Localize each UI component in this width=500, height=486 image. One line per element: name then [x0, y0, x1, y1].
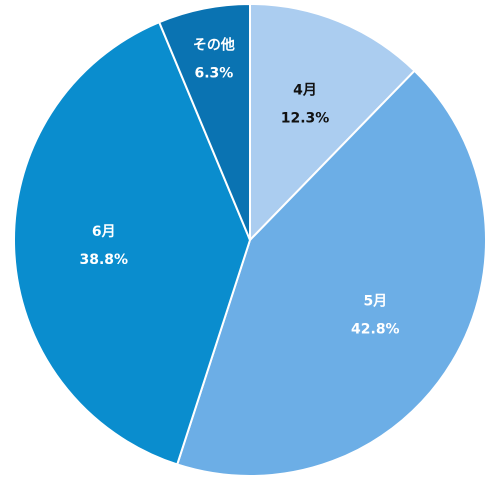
pie-slice — [13, 20, 252, 466]
slice-label: 4月 — [293, 82, 317, 98]
slice-value-label: 12.3% — [281, 110, 330, 126]
slice-value-label: 38.8% — [80, 252, 129, 268]
pie-slice — [249, 2, 416, 243]
slice-label: その他 — [193, 36, 235, 53]
pie-slice — [157, 2, 251, 241]
slice-value-label: 42.8% — [351, 322, 400, 338]
slice-label: 5月 — [363, 294, 387, 310]
pie-slice — [175, 69, 487, 477]
slice-label: 6月 — [92, 224, 116, 240]
slice-value-label: 6.3% — [194, 65, 233, 81]
